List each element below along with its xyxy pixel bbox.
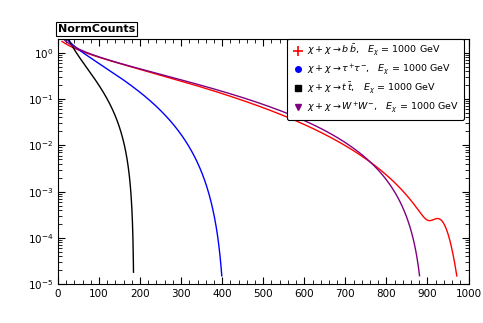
Text: NormCounts: NormCounts — [58, 24, 135, 34]
Legend: $\chi + \chi \rightarrow b\,\bar{b}$,   $E_{\chi}$ = 1000 GeV, $\chi + \chi \rig: $\chi + \chi \rightarrow b\,\bar{b}$, $E… — [287, 38, 464, 120]
